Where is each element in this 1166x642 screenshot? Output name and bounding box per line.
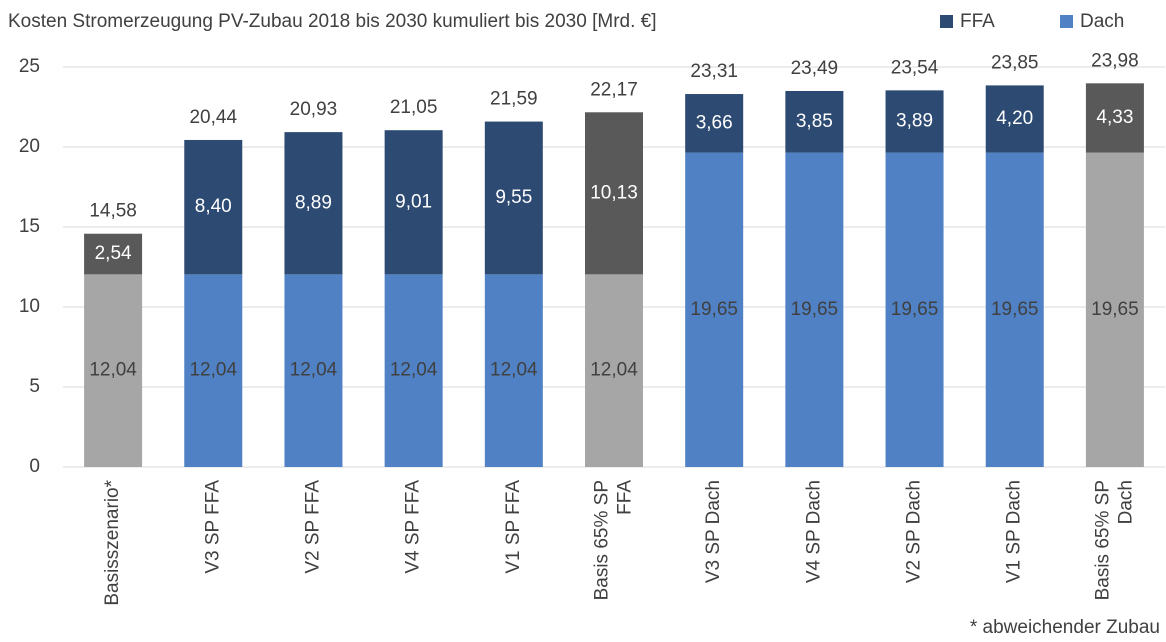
bar-segment	[84, 274, 143, 467]
legend-label: Dach	[1080, 11, 1124, 32]
total-label: 21,59	[490, 89, 538, 110]
x-tick-label: Basis 65% SPFFA	[592, 480, 636, 601]
chart-title: Kosten Stromerzeugung PV-Zubau 2018 bis …	[8, 11, 657, 32]
data-label: 12,04	[490, 360, 538, 381]
data-label: 19,65	[1091, 299, 1139, 320]
total-label: 20,44	[189, 107, 237, 128]
bar-segment	[885, 90, 944, 153]
data-label: 19,65	[791, 299, 839, 320]
data-label: 9,01	[395, 191, 432, 212]
x-tick-label: Basisszenario*	[102, 479, 123, 605]
legend-swatch	[940, 15, 953, 28]
legend-label: FFA	[960, 11, 995, 32]
bar-segment	[1085, 152, 1144, 467]
x-tick-label: V2 SP Dach	[904, 480, 925, 583]
bar-segment	[184, 139, 243, 275]
x-tick-label: V4 SP Dach	[803, 480, 824, 583]
bar-segment	[585, 112, 643, 275]
data-label: 19,65	[991, 299, 1039, 320]
bar-segment	[1085, 83, 1144, 153]
data-label: 8,89	[295, 192, 332, 213]
data-label: 3,89	[896, 110, 933, 131]
x-tick-label: V1 SP FFA	[503, 480, 524, 574]
y-tick-label: 15	[19, 216, 40, 237]
x-tick-label: V2 SP FFA	[302, 480, 323, 574]
bar-segment	[685, 152, 744, 467]
bar-segment	[484, 274, 543, 467]
bar-segment	[384, 274, 443, 467]
x-tick-label: V4 SP FFA	[403, 480, 424, 574]
data-label: 19,65	[891, 299, 939, 320]
bar-segment	[284, 274, 343, 467]
bar-segment	[685, 94, 744, 153]
total-label: 20,93	[290, 99, 338, 120]
data-label: 2,54	[95, 243, 132, 264]
data-label: 19,65	[690, 299, 738, 320]
data-label: 12,04	[189, 360, 237, 381]
total-label: 14,58	[89, 201, 137, 222]
x-tick-label: V3 SP Dach	[703, 480, 724, 583]
bar-segment	[585, 274, 643, 467]
bar-segment	[985, 85, 1044, 153]
x-tick-label: V3 SP FFA	[202, 480, 223, 574]
data-label: 12,04	[390, 360, 438, 381]
bar-segment	[384, 130, 443, 275]
data-label: 10,13	[590, 182, 638, 203]
total-label: 22,17	[590, 79, 638, 100]
bar-segment	[785, 152, 844, 467]
data-label: 12,04	[590, 360, 638, 381]
bar-segment	[985, 152, 1044, 467]
total-label: 23,98	[1091, 50, 1139, 71]
data-label: 4,20	[996, 108, 1033, 129]
annotation: * abweichender Zubau	[970, 617, 1160, 638]
x-tick-label: V1 SP Dach	[1004, 480, 1025, 583]
y-tick-label: 25	[19, 56, 40, 77]
y-tick-label: 0	[29, 456, 40, 477]
total-label: 23,85	[991, 52, 1039, 73]
legend-swatch	[1060, 15, 1073, 28]
bar-segment	[885, 152, 944, 467]
y-tick-label: 5	[29, 376, 40, 397]
total-label: 23,31	[690, 61, 738, 82]
bar-segment	[184, 274, 243, 467]
total-label: 23,54	[891, 57, 939, 78]
bar-segment	[84, 233, 143, 275]
data-label: 3,85	[796, 111, 833, 132]
bar-segment	[284, 132, 343, 275]
data-label: 4,33	[1096, 107, 1133, 128]
total-label: 23,49	[791, 58, 839, 79]
y-tick-label: 20	[19, 136, 40, 157]
bar-segment	[484, 121, 543, 275]
data-label: 12,04	[290, 360, 338, 381]
data-label: 8,40	[195, 196, 232, 217]
data-label: 12,04	[89, 360, 137, 381]
y-tick-label: 10	[19, 296, 40, 317]
data-label: 9,55	[495, 187, 532, 208]
data-label: 3,66	[696, 112, 733, 133]
x-tick-label: Basis 65% SPDach	[1093, 480, 1137, 600]
bar-segment	[785, 91, 844, 153]
total-label: 21,05	[390, 97, 438, 118]
